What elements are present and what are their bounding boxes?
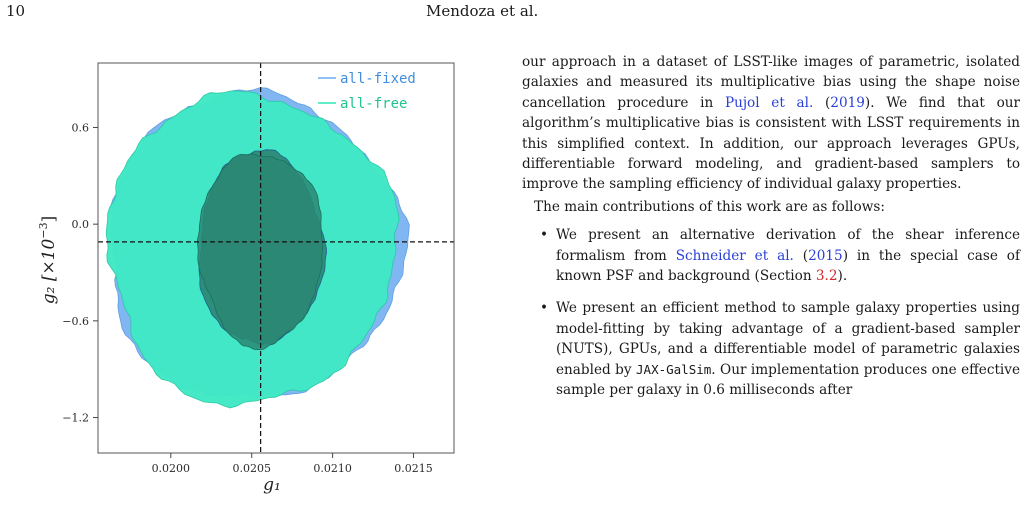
contributions-list: • We present an alternative derivation of… [522,225,1020,400]
list-item: • We present an efficient method to sampl… [540,300,1020,399]
running-head: Mendoza et al. [426,2,539,20]
list-item: • We present an alternative derivation of… [540,227,1021,285]
x-tick-label: 0.0215 [394,462,433,475]
legend-label-all-fixed: all-fixed [340,71,416,87]
citation-pujol-year[interactable]: 2019 [830,94,865,111]
chart-svg: 0.0200 0.0205 0.0210 0.0215 0.6 0.0 −0.6 −1.2 a… [37,62,455,495]
body-text-column: our approach in a dataset of LSST-like i… [522,52,1020,413]
contour-layer [105,87,410,409]
bullet-icon: • [540,227,549,244]
citation-schneider[interactable]: Schneider et al. [675,247,794,264]
tick-layer: 0.0200 0.0205 0.0210 0.0215 0.6 0.0 −0.6 −1.2 [62,121,433,475]
reference-lines [98,63,454,453]
y-tick-label: 0.6 [72,121,90,134]
y-tick-label: −1.2 [62,412,89,425]
x-axis-label: g₁ [263,475,281,495]
section-ref-3-2[interactable]: 3.2 [815,268,838,285]
y-tick-label: −0.6 [62,315,89,328]
y-axis-label-main: g₂ [×10 [39,238,59,304]
plot-frame [97,62,455,454]
legend-label-all-free: all-free [340,96,407,112]
x-tick-label: 0.0200 [152,462,191,475]
citation-pujol[interactable]: Pujol et al. [724,94,814,111]
paragraph-contributions-intro: The main contributions of this work are … [534,198,885,215]
svg-text:g₂ [×10−3]: g₂ [×10−3] [37,216,59,304]
figure-contour-plot: 0.0200 0.0205 0.0210 0.0215 0.6 0.0 −0.6 −1.2 a… [0,40,470,513]
y-axis-label-close: ] [39,216,59,223]
y-axis-label-exp: −3 [37,222,50,238]
legend: all-fixed all-free [318,71,416,112]
y-axis-label: g₂ [×10−3] [37,216,59,304]
page-number: 10 [6,2,26,20]
bullet-icon: • [540,300,549,317]
y-tick-label: 0.0 [72,218,90,231]
paragraph-approach: our approach in a dataset of LSST-like i… [522,54,1020,193]
citation-schneider-year[interactable]: 2015 [808,247,843,264]
x-tick-label: 0.0210 [313,462,352,475]
x-tick-label: 0.0205 [232,462,271,475]
code-jax-galsim: JAX-GalSim [636,361,712,377]
